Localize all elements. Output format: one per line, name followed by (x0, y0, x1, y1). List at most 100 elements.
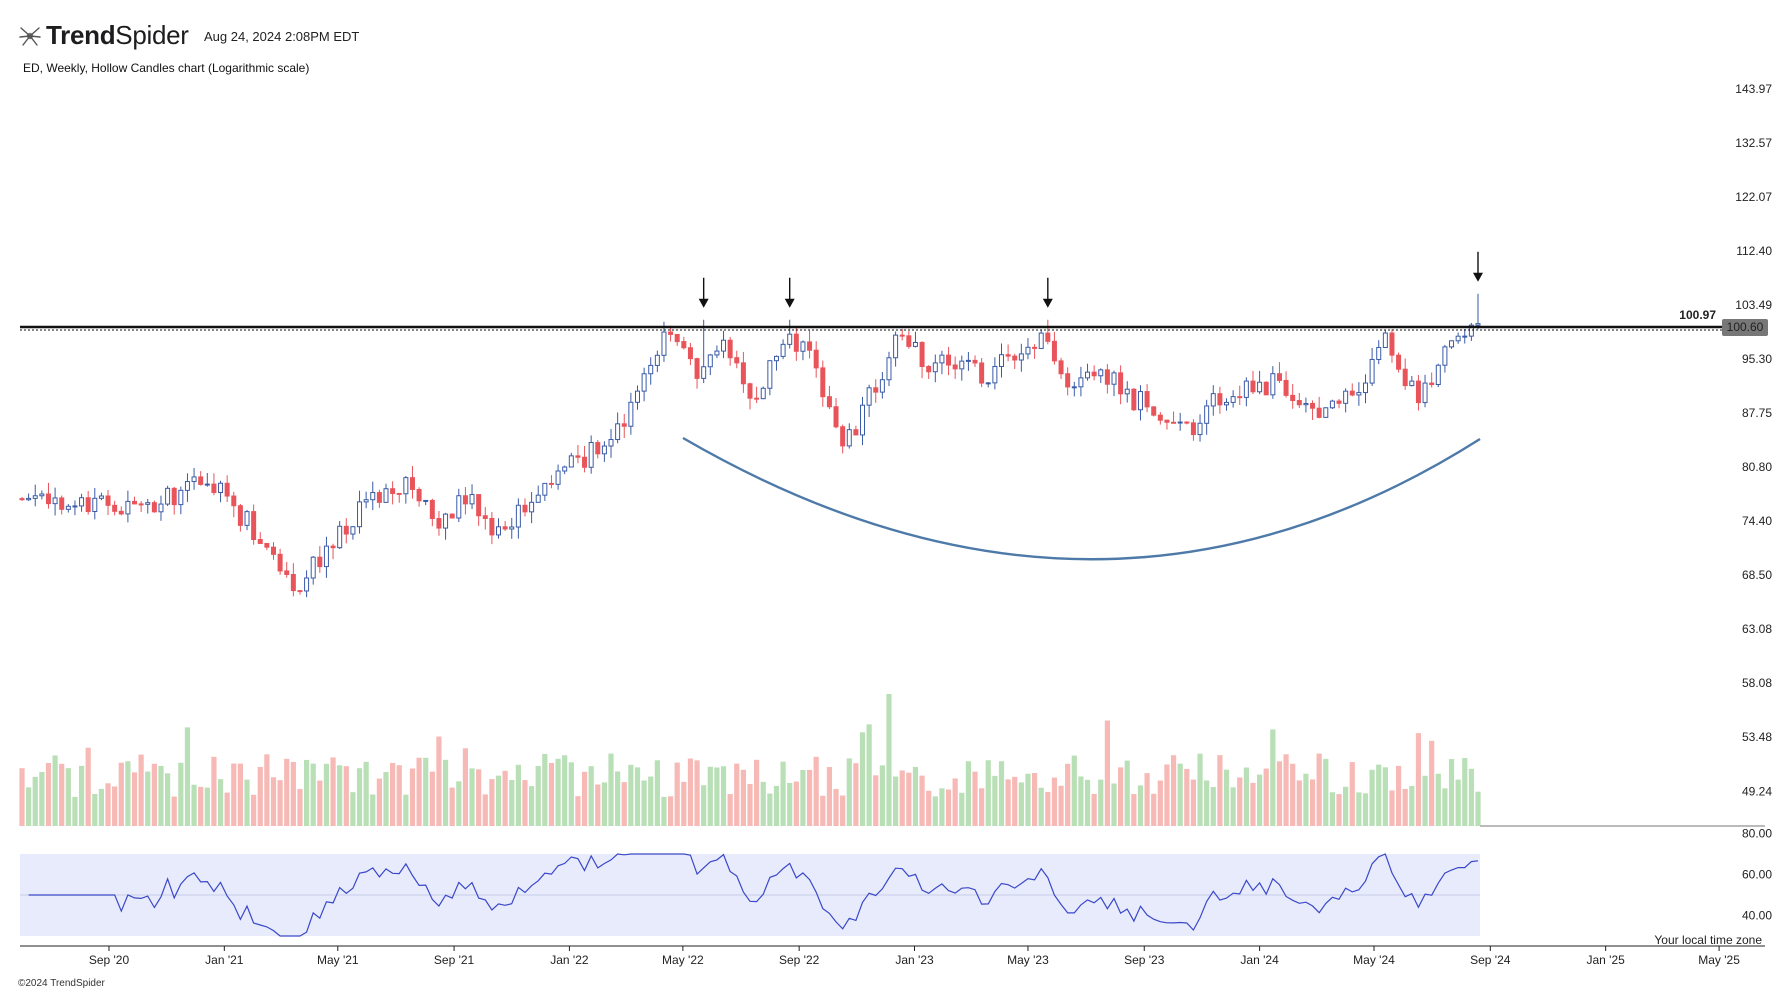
candle-body (1124, 388, 1130, 395)
volume-bar (469, 768, 475, 826)
volume-bar (32, 776, 38, 826)
time-tick-label: May '25 (1698, 953, 1740, 967)
candle-body (694, 358, 700, 379)
volume-bar (707, 766, 713, 826)
volume-bar (1415, 733, 1422, 826)
candle-body (1310, 402, 1316, 409)
candle (972, 355, 978, 367)
candle (1124, 381, 1130, 403)
candle (502, 521, 508, 531)
candle-body (972, 359, 978, 364)
candle (1065, 367, 1071, 396)
candle (270, 542, 276, 560)
candle-body (707, 354, 713, 368)
volume-bar (714, 767, 720, 826)
candle (879, 371, 885, 399)
candle-body (714, 350, 720, 356)
volume-bar (734, 763, 740, 826)
candle-body (1012, 355, 1018, 361)
candle-body (436, 518, 442, 529)
volume-bar (343, 766, 349, 826)
candle (992, 357, 998, 390)
time-tick-label: Jan '25 (1586, 953, 1625, 967)
candle-body (383, 488, 389, 503)
time-tick-label: Sep '22 (779, 953, 820, 967)
volume-bar (502, 770, 508, 826)
candle (92, 487, 98, 520)
candle-body (1038, 332, 1044, 349)
candle (985, 382, 991, 388)
candle-body (284, 570, 290, 575)
candle-body (800, 341, 806, 352)
candle-body (787, 333, 793, 345)
volume-bar (264, 754, 270, 826)
candle-body (813, 349, 819, 369)
candle-body (1237, 396, 1243, 399)
time-tick-label: Sep '23 (1124, 953, 1165, 967)
candle-body (310, 556, 316, 579)
candle (1429, 372, 1435, 388)
candle (608, 429, 614, 458)
candle (1468, 322, 1474, 341)
time-axis[interactable]: Sep '20 Jan '21 May '21 Sep '21 Jan '22 May '… (89, 946, 1740, 967)
time-tick-label: May '24 (1353, 953, 1395, 967)
price-tick-label: 74.40 (1742, 514, 1772, 528)
volume-bar (284, 758, 290, 826)
candle (1257, 370, 1263, 395)
candle (1362, 374, 1368, 404)
volume-bar (628, 764, 634, 826)
candle (191, 467, 197, 490)
volume-bar (337, 765, 343, 826)
volume-bar (145, 771, 151, 826)
volume-bar (1204, 780, 1210, 826)
candle-body (231, 495, 237, 507)
candle-body (608, 439, 614, 447)
candle (1164, 419, 1170, 430)
candle (965, 351, 971, 371)
volume-bar (1230, 787, 1236, 826)
candle (370, 481, 376, 511)
volume-bar (595, 784, 601, 826)
candle-body (1171, 421, 1177, 424)
candle (337, 521, 343, 550)
candle-body (1250, 380, 1256, 393)
price-tick-label: 143.97 (1735, 82, 1772, 96)
candle-body (1343, 390, 1349, 404)
volume-bar (1197, 753, 1203, 826)
candle (793, 326, 799, 361)
candle-body (1435, 364, 1441, 386)
candle-body (32, 495, 38, 499)
candle-body (218, 482, 224, 493)
price-axis[interactable]: 143.97 132.57 122.07 112.40 103.49 95.30 87.75… (1735, 82, 1772, 798)
candle (919, 341, 925, 379)
volume-bar (1137, 785, 1144, 826)
candle-body (1396, 354, 1402, 370)
rsi-tick-label: 40.00 (1742, 909, 1772, 923)
candle-body (562, 466, 568, 472)
volume-bar (581, 771, 588, 826)
candle-body (264, 542, 270, 548)
volume-bar (1012, 776, 1018, 826)
candle (529, 492, 535, 524)
candle-body (237, 505, 243, 526)
candle-body (919, 341, 925, 367)
chart-subtitle: ED, Weekly, Hollow Candles chart (Logari… (23, 61, 310, 75)
volume-bar (26, 787, 32, 826)
candle (1111, 370, 1117, 397)
price-tick-label: 95.30 (1742, 352, 1772, 366)
volume-bar (118, 762, 124, 826)
volume-bar (1104, 720, 1110, 826)
price-tick-label: 112.40 (1736, 244, 1772, 258)
candle (1118, 365, 1124, 405)
candle-body (1422, 382, 1428, 404)
timezone-note: Your local time zone (1654, 933, 1762, 947)
candle (1051, 331, 1057, 365)
candle (462, 487, 468, 515)
volume-bar (972, 771, 978, 826)
candle-body (19, 498, 25, 501)
time-tick-label: Jan '24 (1240, 953, 1279, 967)
candle-body (1204, 405, 1210, 424)
volume-bar (1038, 787, 1044, 826)
candle (304, 570, 310, 598)
